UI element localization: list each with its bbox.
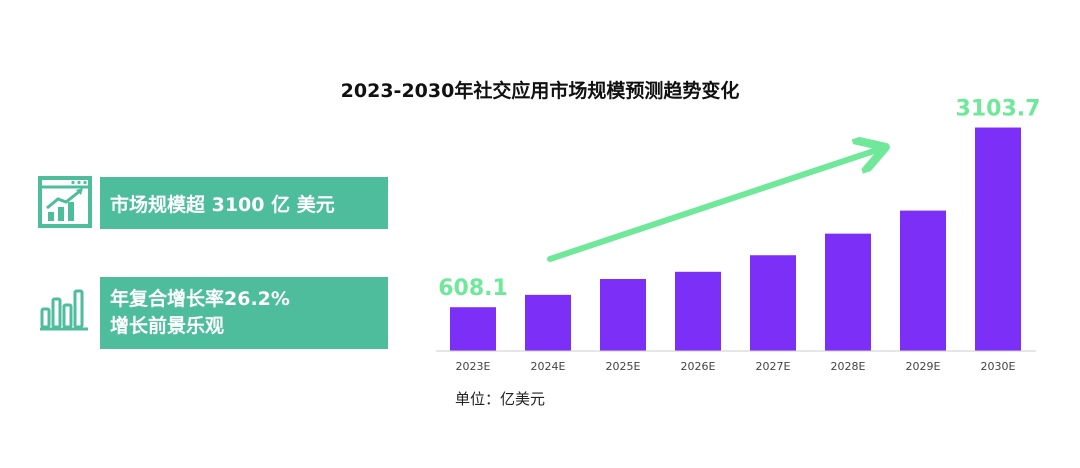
- bar-2023E: [450, 307, 496, 351]
- x-tick-label-2026E: 2026E: [681, 360, 716, 373]
- trend-arrow: [547, 149, 880, 262]
- highlight-text-growth-line1: 年复合增长率26.2%: [110, 288, 290, 310]
- bar-2027E: [750, 255, 796, 351]
- bar-2025E: [600, 279, 646, 351]
- data-label-2030E: 3103.7: [956, 97, 1041, 122]
- highlight-market-size: 市场规模超 3100 亿 美元: [38, 174, 388, 230]
- chart-title: 2023-2030年社交应用市场规模预测趋势变化: [340, 80, 740, 102]
- bar-2029E: [900, 210, 946, 351]
- x-tick-label-2027E: 2027E: [756, 360, 791, 373]
- highlight-box-growth-rate: 年复合增长率26.2% 增长前景乐观: [100, 277, 388, 349]
- data-label-2023E: 608.1: [438, 276, 508, 301]
- unit-label: 单位：亿美元: [455, 390, 546, 408]
- x-tick-label-2030E: 2030E: [981, 360, 1016, 373]
- bar-2024E: [525, 294, 571, 351]
- highlight-box-market-size: 市场规模超 3100 亿 美元: [100, 177, 388, 229]
- x-tick-label-2025E: 2025E: [606, 360, 641, 373]
- bar-2028E: [825, 233, 871, 351]
- bar-2030E: [975, 127, 1021, 351]
- highlight-growth-rate: 年复合增长率26.2% 增长前景乐观: [38, 277, 388, 349]
- bar-chart-icon: [40, 289, 88, 331]
- growth-chart-icon: [38, 176, 92, 228]
- highlight-text-market-size: 市场规模超 3100 亿 美元: [110, 193, 335, 216]
- x-tick-label-2028E: 2028E: [831, 360, 866, 373]
- highlight-text-growth-line2: 增长前景乐观: [110, 315, 225, 337]
- bar-2026E: [675, 271, 721, 351]
- x-tick-label-2023E: 2023E: [456, 360, 491, 373]
- x-tick-label-2024E: 2024E: [531, 360, 566, 373]
- x-tick-label-2029E: 2029E: [906, 360, 941, 373]
